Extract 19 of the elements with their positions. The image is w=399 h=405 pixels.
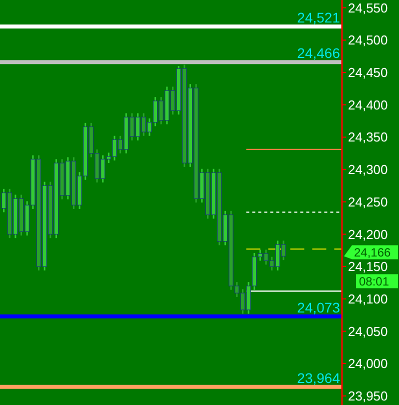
text: 24,166: [354, 245, 392, 260]
y-tick-label: 23,950: [348, 388, 388, 404]
y-tick-label: 24,150: [348, 259, 388, 274]
ref-line-label: 24,073: [297, 299, 340, 316]
y-tick-label: 24,300: [348, 162, 388, 178]
y-tick-label: 24,350: [348, 130, 388, 145]
ref-line-label: 23,964: [297, 370, 340, 386]
ref-line-label: 24,466: [297, 45, 340, 62]
y-tick-label: 24,450: [348, 65, 388, 80]
y-tick-label: 24,200: [348, 226, 388, 242]
ref-line-label: 24,521: [297, 10, 340, 26]
y-tick-label: 24,000: [348, 356, 388, 372]
text: 08:01: [359, 274, 390, 288]
y-tick-label: 24,050: [348, 324, 388, 339]
y-tick-label: 24,550: [348, 0, 388, 16]
y-tick-label: 24,250: [348, 194, 388, 210]
y-tick-label: 24,400: [348, 97, 388, 112]
y-tick-label: 24,100: [348, 291, 388, 306]
y-tick-label: 24,500: [348, 32, 388, 48]
